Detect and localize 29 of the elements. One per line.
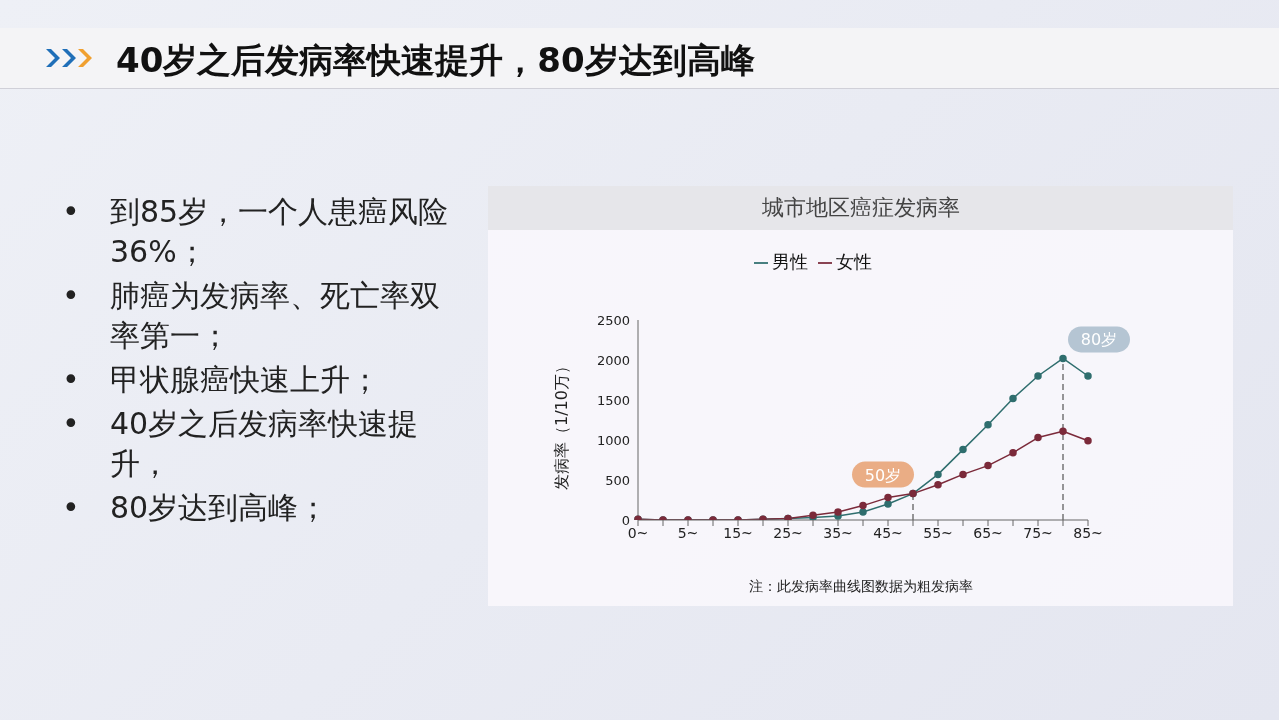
legend-label: 男性 — [772, 251, 808, 272]
y-axis-title: 发病率（1/10万） — [551, 358, 571, 490]
text: • 到85岁，一个人患癌风险36%； — [62, 193, 450, 271]
x-tick-label: 55~ — [923, 524, 953, 541]
text: 50岁 — [864, 465, 902, 485]
x-tick-label: 45~ — [873, 524, 903, 541]
y-tick-label: 2500 — [596, 312, 630, 328]
x-tick-label: 65~ — [973, 524, 1003, 541]
x-tick-label: 75~ — [1023, 524, 1053, 541]
text: • 甲状腺癌快速上升； — [62, 361, 381, 399]
text: 80岁 — [1080, 330, 1118, 350]
text: • 40岁之后发病率快速提升， — [62, 405, 420, 483]
y-tick-label: 0 — [621, 512, 630, 528]
chart-title: 40岁之后发病率快速提升，80岁达到高峰 — [116, 39, 755, 82]
y-tick-label: 2000 — [596, 352, 630, 368]
x-tick-label: 5~ — [677, 524, 699, 541]
x-tick-label: 25~ — [773, 524, 803, 541]
x-tick-label: 0~ — [627, 524, 649, 541]
text: • 肺癌为发病率、死亡率双率第一； — [62, 277, 441, 355]
text: 注：此发病率曲线图数据为粗发病率 — [747, 578, 974, 596]
text: • 80岁达到高峰； — [62, 489, 330, 527]
x-tick-label: 15~ — [723, 524, 753, 541]
y-tick-label: 1500 — [596, 392, 630, 408]
y-tick-label: 500 — [605, 472, 630, 488]
chart-subtitle: 城市地区癌症发病率 — [488, 186, 1233, 230]
legend-label: 女性 — [836, 251, 872, 272]
x-tick-label: 85~ — [1073, 524, 1103, 541]
x-tick-label: 35~ — [823, 524, 853, 541]
y-tick-label: 1000 — [596, 432, 630, 448]
